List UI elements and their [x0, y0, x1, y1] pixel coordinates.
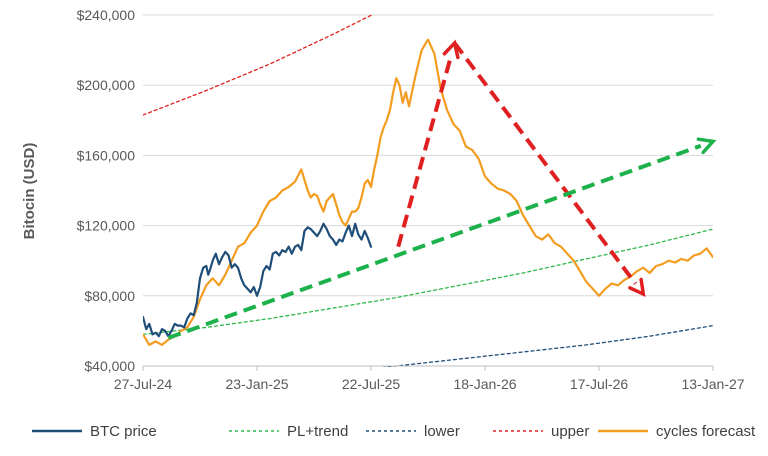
x-tick-label: 18-Jan-26 — [453, 376, 516, 392]
x-tick-label: 13-Jan-27 — [681, 376, 744, 392]
legend-label-pl-trend: PL+trend — [287, 423, 348, 440]
up-arrow-1-shaft — [396, 55, 454, 248]
gridlines — [143, 14, 713, 297]
series-line-cycles-forecast — [143, 38, 713, 346]
y-tick-label: $120,000 — [77, 218, 136, 234]
trend-arrow-shaft — [167, 143, 702, 340]
x-tick-label: 17-Jul-26 — [570, 376, 629, 392]
x-tick-label: 27-Jul-24 — [114, 376, 173, 392]
y-tick-label: $40,000 — [84, 358, 135, 374]
down-arrow-1-shaft — [453, 41, 638, 285]
y-tick-labels: $40,000 $80,000 $120,000 $160,000 $200,000 $2… — [77, 7, 136, 374]
down-arrow-1-head — [628, 277, 646, 297]
y-tick-label: $160,000 — [77, 147, 136, 163]
trend-arrow-head — [696, 137, 717, 155]
x-tick-labels: 27-Jul-24 23-Jan-25 22-Jul-25 18-Jan-26 17-J… — [114, 366, 745, 392]
y-tick-label: $80,000 — [84, 288, 135, 304]
y-tick-label: $240,000 — [77, 7, 136, 23]
legend-label-btc-price: BTC price — [90, 423, 157, 440]
series-line-upper — [143, 15, 374, 116]
legend-label-cycles-forecast: cycles forecast — [656, 423, 756, 440]
series-line-pl-trend — [143, 228, 713, 336]
x-tick-label: 23-Jan-25 — [225, 376, 288, 392]
annotation-arrows — [167, 39, 717, 340]
y-axis-label: Bitocin (USD) — [21, 143, 38, 240]
y-tick-label: $200,000 — [77, 77, 136, 93]
legend-label-upper: upper — [551, 423, 589, 440]
legend: BTC price PL+trend lower upper cycles foreca… — [32, 423, 756, 440]
legend-label-lower: lower — [424, 423, 460, 440]
series-lines — [143, 15, 713, 367]
series-line-btc-price — [143, 222, 373, 338]
x-tick-label: 22-Jul-25 — [342, 376, 401, 392]
